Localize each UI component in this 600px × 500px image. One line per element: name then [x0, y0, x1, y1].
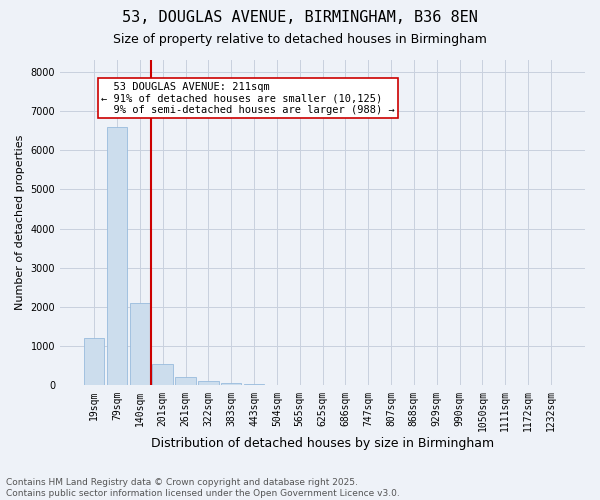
Bar	[221, 383, 241, 386]
Bar	[198, 381, 218, 386]
Bar	[107, 126, 127, 386]
Text: 53, DOUGLAS AVENUE, BIRMINGHAM, B36 8EN: 53, DOUGLAS AVENUE, BIRMINGHAM, B36 8EN	[122, 10, 478, 25]
Bar	[175, 377, 196, 386]
Bar	[152, 364, 173, 386]
X-axis label: Distribution of detached houses by size in Birmingham: Distribution of detached houses by size …	[151, 437, 494, 450]
Y-axis label: Number of detached properties: Number of detached properties	[15, 135, 25, 310]
Text: 53 DOUGLAS AVENUE: 211sqm  
← 91% of detached houses are smaller (10,125)
  9% o: 53 DOUGLAS AVENUE: 211sqm ← 91% of detac…	[101, 82, 395, 115]
Bar	[84, 338, 104, 386]
Bar	[130, 303, 150, 386]
Bar	[244, 384, 264, 386]
Text: Contains HM Land Registry data © Crown copyright and database right 2025.
Contai: Contains HM Land Registry data © Crown c…	[6, 478, 400, 498]
Text: Size of property relative to detached houses in Birmingham: Size of property relative to detached ho…	[113, 32, 487, 46]
